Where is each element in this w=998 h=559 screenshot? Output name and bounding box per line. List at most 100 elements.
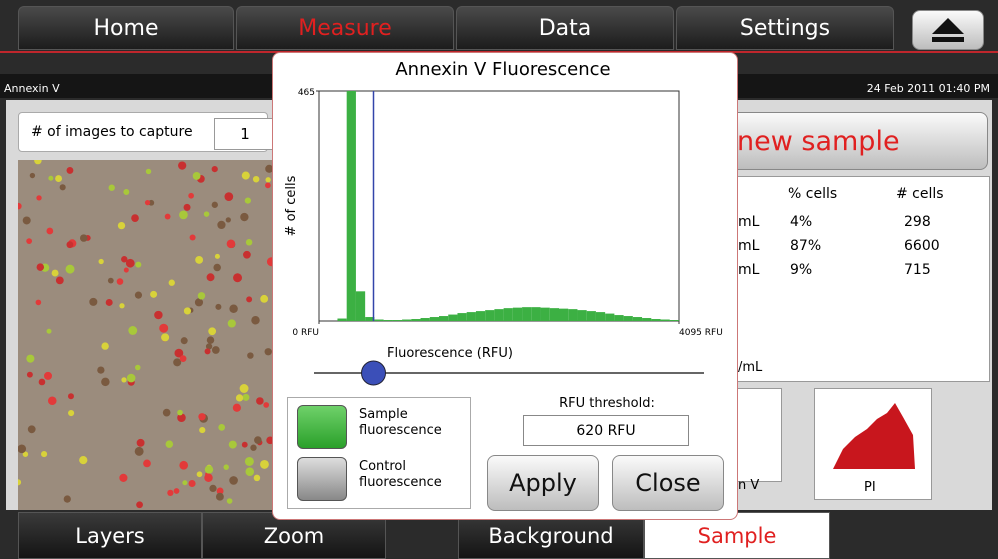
x-tick-label: 4095 RFU bbox=[679, 328, 723, 338]
cell bbox=[135, 365, 141, 371]
cell bbox=[254, 436, 262, 444]
cell bbox=[101, 342, 108, 349]
histogram-bar bbox=[633, 317, 642, 321]
histogram-bar bbox=[568, 309, 577, 321]
cell bbox=[250, 445, 256, 451]
histogram-bar bbox=[531, 307, 540, 321]
row-percent: 4% bbox=[790, 214, 812, 230]
eject-button[interactable] bbox=[912, 10, 984, 50]
histogram-bar bbox=[661, 320, 670, 321]
cell bbox=[68, 393, 74, 399]
cell bbox=[226, 217, 231, 222]
capture-input[interactable]: 1 bbox=[214, 118, 276, 150]
tab-measure[interactable]: Measure bbox=[236, 6, 454, 50]
cell bbox=[101, 378, 109, 386]
histogram-bar bbox=[651, 319, 660, 321]
cell bbox=[184, 307, 191, 314]
tab-settings[interactable]: Settings bbox=[676, 6, 894, 50]
screen: Home Measure Data Settings Annexin V 24 … bbox=[0, 0, 998, 559]
cell bbox=[204, 474, 212, 482]
x-tick-label: 0 RFU bbox=[292, 328, 319, 338]
cell bbox=[121, 256, 127, 262]
threshold-input[interactable]: 620 RFU bbox=[523, 415, 689, 446]
cell bbox=[165, 214, 171, 220]
cell bbox=[135, 292, 142, 299]
slider-knob[interactable] bbox=[362, 361, 386, 385]
tab-data[interactable]: Data bbox=[456, 6, 674, 50]
cell bbox=[184, 204, 191, 211]
new-sample-button[interactable]: new sample bbox=[700, 112, 988, 170]
histogram-bar bbox=[448, 315, 457, 321]
thumbnail-label: PI bbox=[864, 480, 876, 495]
cell bbox=[189, 480, 196, 487]
row-count: 715 bbox=[904, 262, 931, 278]
histogram-bar bbox=[393, 320, 402, 321]
histogram-bar bbox=[614, 315, 623, 321]
cell bbox=[108, 278, 114, 284]
cell bbox=[188, 193, 194, 199]
tab-home[interactable]: Home bbox=[18, 6, 234, 50]
cell bbox=[23, 216, 31, 224]
cell bbox=[119, 303, 124, 308]
cell bbox=[106, 299, 113, 306]
cell bbox=[215, 254, 220, 259]
cell bbox=[223, 464, 228, 469]
results-footer: /mL bbox=[738, 360, 762, 375]
row-unit: mL bbox=[738, 238, 759, 254]
apply-button[interactable]: Apply bbox=[487, 455, 599, 511]
cell bbox=[242, 442, 248, 448]
cell bbox=[30, 173, 35, 178]
cell bbox=[124, 268, 129, 273]
x-axis-label: Fluorescence (RFU) bbox=[387, 346, 513, 361]
cell bbox=[121, 377, 126, 382]
cell bbox=[169, 280, 175, 286]
cell bbox=[64, 495, 71, 502]
cell bbox=[242, 172, 250, 180]
cell bbox=[245, 457, 254, 466]
cell bbox=[208, 327, 216, 335]
cell bbox=[68, 410, 74, 416]
cell bbox=[146, 169, 151, 174]
eject-icon bbox=[928, 16, 968, 44]
cell bbox=[177, 410, 183, 416]
cell bbox=[265, 348, 272, 355]
cell bbox=[179, 211, 188, 220]
cell bbox=[46, 228, 53, 235]
cell bbox=[117, 278, 124, 285]
cell bbox=[67, 241, 74, 248]
histogram-bar bbox=[513, 308, 522, 321]
cell bbox=[193, 172, 201, 180]
histogram-bar bbox=[356, 291, 365, 321]
histogram-bar bbox=[624, 316, 633, 321]
histogram-bar bbox=[577, 310, 586, 321]
col-header: % cells bbox=[788, 186, 837, 202]
cell bbox=[154, 311, 162, 319]
col-header: # cells bbox=[896, 186, 944, 202]
cell bbox=[166, 440, 174, 448]
cell bbox=[28, 425, 36, 433]
cell bbox=[79, 456, 87, 464]
cell bbox=[205, 465, 213, 473]
histogram-bar bbox=[504, 308, 513, 321]
histogram-bar bbox=[476, 311, 485, 321]
cell bbox=[245, 467, 254, 476]
cell bbox=[80, 234, 87, 241]
cell bbox=[44, 372, 52, 380]
tab-layers[interactable]: Layers bbox=[18, 512, 202, 559]
cell bbox=[137, 439, 145, 447]
cell bbox=[135, 447, 144, 456]
microscope-image bbox=[18, 160, 280, 510]
cell bbox=[197, 471, 203, 477]
row-percent: 9% bbox=[790, 262, 812, 278]
close-button[interactable]: Close bbox=[612, 455, 724, 511]
histogram-bar bbox=[596, 312, 605, 321]
cell bbox=[48, 396, 57, 405]
cell bbox=[97, 366, 104, 373]
cell bbox=[254, 475, 260, 481]
histogram-bar bbox=[457, 313, 466, 321]
cell bbox=[128, 326, 137, 335]
histogram-bar bbox=[541, 308, 550, 321]
cell bbox=[233, 404, 241, 412]
cell bbox=[52, 270, 59, 277]
cell bbox=[236, 394, 243, 401]
